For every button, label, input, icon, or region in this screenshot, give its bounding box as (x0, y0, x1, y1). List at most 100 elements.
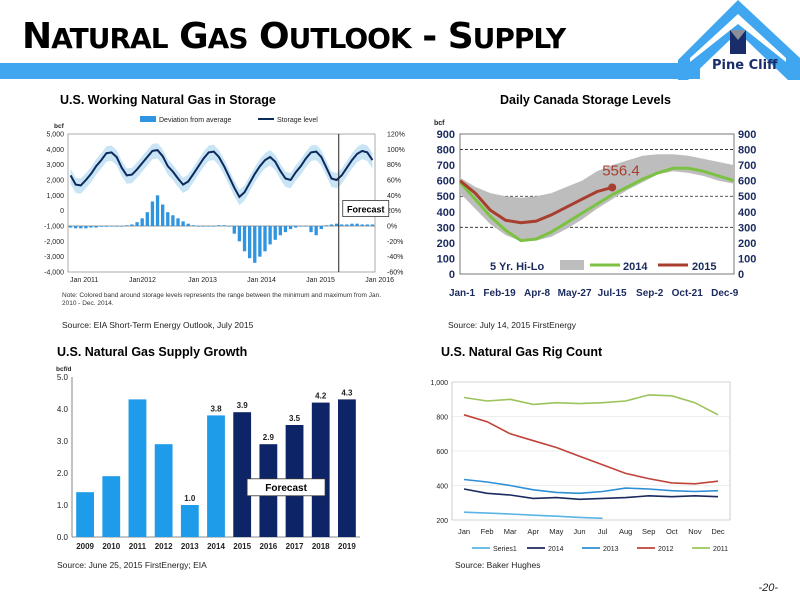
y2-tick-label: 0% (387, 224, 397, 231)
deviation-bar (355, 223, 359, 226)
deviation-bar (268, 226, 272, 245)
x-tick-label: Sep-2 (636, 288, 664, 299)
deviation-bar (309, 226, 313, 233)
y-tick-label: 3.0 (57, 437, 69, 446)
supply-bar (311, 402, 330, 537)
y-tick-label: 800 (436, 415, 448, 422)
x-tick-label: 2011 (129, 542, 147, 551)
y-tick-label: 300 (437, 222, 455, 234)
deviation-bar (166, 212, 170, 226)
x-tick-label: 2017 (286, 542, 304, 551)
x-tick-label: Jan (458, 527, 470, 536)
rig-line-series1 (463, 511, 603, 520)
deviation-bar (360, 224, 364, 226)
deviation-bar (191, 225, 196, 226)
y-axis-label: bcf (434, 120, 445, 127)
deviation-bar (288, 226, 293, 230)
x-tick-label: Jan-1 (449, 288, 476, 299)
y-tick-label: 200 (436, 518, 448, 525)
y-tick-label: 900 (437, 129, 455, 141)
y-axis-label: bcf/d (56, 366, 72, 373)
deviation-bar (68, 226, 73, 228)
deviation-bar (227, 226, 231, 227)
x-tick-label: Oct-21 (672, 288, 704, 299)
x-tick-label: Apr-8 (524, 288, 551, 299)
deviation-bar (217, 225, 221, 226)
y-tick-label: -4,000 (44, 270, 64, 277)
x-tick-label: Nov (688, 527, 702, 536)
forecast-label: Forecast (265, 483, 307, 494)
y-tick-label: 2,000 (46, 178, 64, 185)
deviation-bar (125, 225, 129, 226)
data-label: 4.3 (341, 388, 353, 397)
deviation-bar (176, 218, 180, 226)
legend-label-hilo: 5 Yr. Hi-Lo (490, 261, 544, 273)
x-tick-label: Aug (619, 527, 632, 536)
x-tick-label: 2019 (338, 542, 356, 551)
deviation-bar (340, 224, 344, 226)
legend-label-2014: 2014 (623, 261, 648, 273)
y2-tick-label: 60% (387, 178, 401, 185)
x-tick-label: Jan 2015 (306, 277, 335, 284)
y-tick-label: 4,000 (46, 147, 64, 154)
deviation-bar (283, 226, 288, 233)
deviation-bar (130, 224, 134, 226)
x-tick-label: May-27 (558, 288, 592, 299)
y-tick-label: 700 (437, 160, 455, 172)
x-tick-label: 2010 (102, 542, 120, 551)
data-label: 3.5 (289, 414, 301, 423)
y2-tick-label: 600 (738, 176, 756, 188)
supply-bar (338, 399, 356, 537)
deviation-bar (299, 226, 303, 227)
rig-line-2012 (463, 414, 719, 485)
x-tick-label: Jul-15 (598, 288, 627, 299)
deviation-bar (145, 212, 149, 226)
deviation-bar (263, 226, 267, 252)
x-tick-label: Dec (711, 527, 725, 536)
x-tick-label: May (549, 527, 563, 536)
y2-tick-label: 200 (738, 238, 756, 250)
deviation-bar (253, 226, 257, 263)
x-tick-label: Apr (527, 527, 539, 536)
y-tick-label: -1,000 (44, 224, 64, 231)
deviation-bar (212, 226, 216, 227)
y2-tick-label: 100 (738, 253, 756, 265)
legend-label: 2013 (603, 546, 619, 553)
x-tick-label: Feb-19 (483, 288, 516, 299)
deviation-bar (222, 225, 226, 226)
y-tick-label: 0 (60, 208, 64, 215)
y2-tick-label: 20% (387, 208, 401, 215)
supply-bar (76, 492, 94, 537)
x-tick-label: Jul (598, 527, 608, 536)
deviation-bar (345, 224, 349, 226)
supply-bar (128, 399, 147, 537)
deviation-bar (94, 226, 98, 228)
x-tick-label: Jun (573, 527, 585, 536)
x-tick-label: Oct (666, 527, 679, 536)
y-tick-label: 800 (437, 145, 455, 157)
supply-bar (207, 415, 225, 537)
x-tick-label: Jan 2011 (70, 277, 98, 284)
y-tick-label: 2.0 (57, 469, 69, 478)
y-tick-label: 3,000 (46, 162, 64, 169)
y-tick-label: -2,000 (44, 239, 64, 246)
x-tick-label: 2016 (259, 542, 277, 551)
hi-lo-band (460, 154, 734, 242)
storage-note: Note: Colored band around storage levels… (62, 292, 382, 307)
x-tick-label: 2013 (181, 542, 199, 551)
page-title: NATURAL GAS OUTLOOK - SUPPLY (22, 16, 566, 57)
y-tick-label: 200 (437, 238, 455, 250)
deviation-bar (135, 222, 139, 226)
y-tick-label: 0 (449, 269, 455, 281)
x-tick-label: Feb (481, 527, 494, 536)
legend-swatch-deviation (140, 116, 156, 122)
deviation-bar (247, 226, 252, 259)
canada-source: Source: July 14, 2015 FirstEnergy (448, 320, 577, 330)
logo-text: Pine Cliff (712, 58, 778, 73)
y2-tick-label: 800 (738, 145, 756, 157)
deviation-bar (319, 226, 323, 230)
supply-chart: bcf/d 0.0 1.0 2.0 3.0 4.0 5.0 2009 2010 2011 2012 2… (56, 366, 360, 551)
deviation-bar (365, 224, 369, 226)
x-tick-label: 2015 (233, 542, 251, 551)
deviation-bar (140, 218, 144, 226)
